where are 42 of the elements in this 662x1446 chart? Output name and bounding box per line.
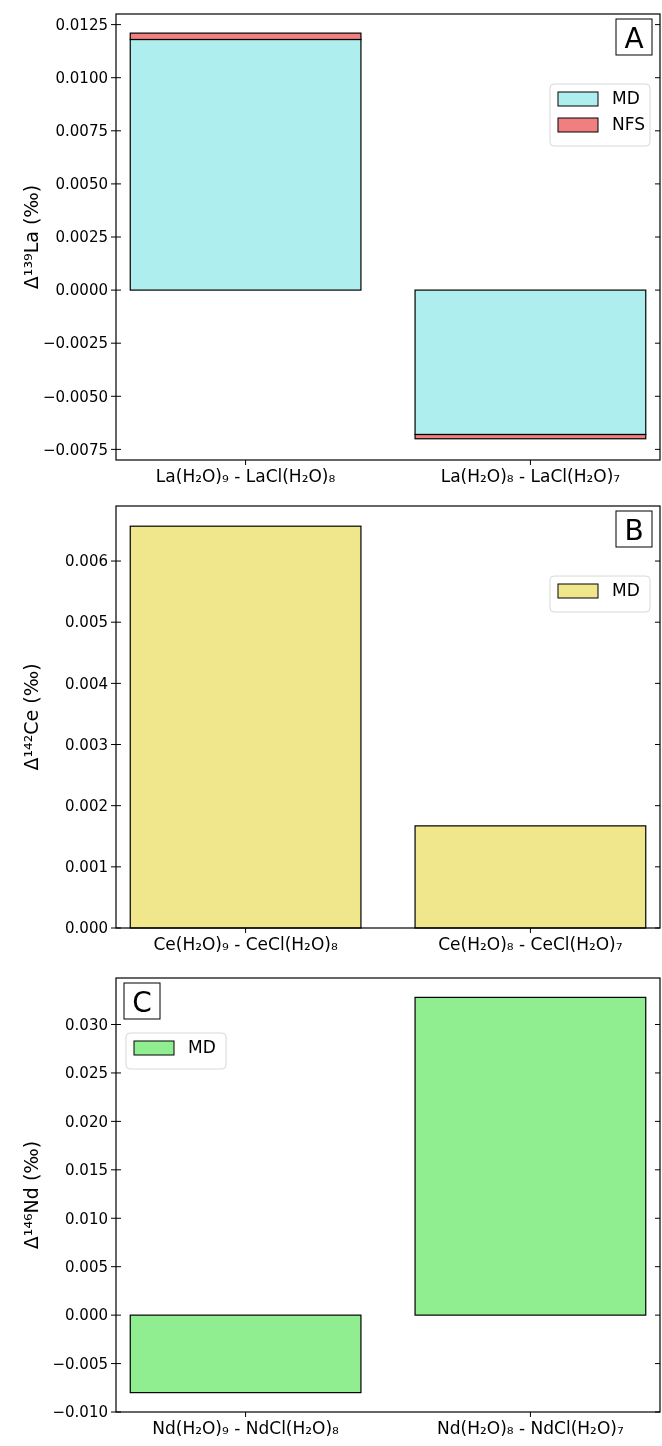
y-tick-label: 0.000 [65, 919, 108, 938]
y-tick-label: 0.0100 [55, 68, 108, 87]
y-tick-label: 0.002 [65, 796, 108, 815]
y-tick-label: 0.015 [65, 1161, 108, 1180]
y-tick-label: 0.020 [65, 1112, 108, 1131]
y-tick-label: 0.000 [65, 1306, 108, 1325]
legend-label: NFS [612, 114, 645, 134]
y-tick-label: −0.0025 [42, 334, 108, 353]
y-tick-label: −0.010 [52, 1403, 108, 1422]
legend-label: MD [612, 580, 640, 600]
y-tick-label: 0.010 [65, 1209, 108, 1228]
y-tick-label: 0.003 [65, 735, 108, 754]
y-tick-label: 0.001 [65, 858, 108, 877]
y-tick-label: 0.0025 [55, 228, 108, 247]
y-axis-title: Δ¹³⁹La (‰) [20, 184, 42, 290]
annotation: C [132, 986, 152, 1019]
x-tick-label: Ce(H₂O)₈ - CeCl(H₂O)₇ [438, 934, 623, 954]
legend-label: MD [188, 1037, 216, 1057]
y-tick-label: 0.0075 [55, 122, 108, 141]
annotation: A [624, 22, 644, 55]
x-tick-label: Ce(H₂O)₉ - CeCl(H₂O)₈ [153, 934, 338, 954]
y-tick-label: 0.005 [65, 1257, 108, 1276]
y-tick-label: 0.006 [65, 552, 108, 571]
y-tick-label: 0.0000 [55, 281, 108, 300]
y-tick-label: 0.0125 [55, 15, 108, 34]
legend-label: MD [612, 88, 640, 108]
y-tick-label: −0.0050 [42, 387, 108, 406]
bar [414, 289, 647, 436]
y-tick-label: 0.025 [65, 1064, 108, 1083]
y-tick-label: 0.005 [65, 613, 108, 632]
x-tick-label: Nd(H₂O)₈ - NdCl(H₂O)₇ [437, 1418, 624, 1438]
y-tick-label: 0.030 [65, 1015, 108, 1034]
y-axis-title: Δ¹⁴²Ce (‰) [20, 663, 42, 771]
x-tick-label: La(H₂O)₉ - LaCl(H₂O)₈ [155, 466, 336, 486]
y-tick-label: 0.004 [65, 674, 108, 693]
x-tick-label: Nd(H₂O)₉ - NdCl(H₂O)₈ [152, 1418, 340, 1438]
y-tick-label: −0.0075 [42, 440, 108, 459]
y-axis-title: Δ¹⁴⁶Nd (‰) [20, 1140, 42, 1250]
annotation: B [624, 514, 644, 547]
x-tick-label: La(H₂O)₈ - LaCl(H₂O)₇ [440, 466, 621, 486]
y-tick-label: 0.0050 [55, 175, 108, 194]
y-tick-label: −0.005 [52, 1354, 108, 1373]
